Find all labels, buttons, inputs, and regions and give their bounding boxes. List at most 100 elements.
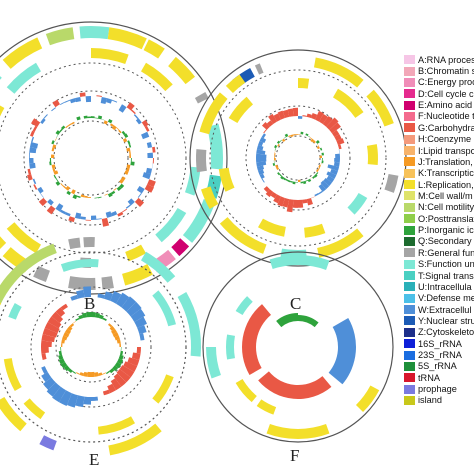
gc-skew-bar: [263, 186, 270, 193]
gc-skew-bar: [326, 117, 339, 130]
gc-skew-bar: [75, 395, 85, 408]
gc-content-bar: [61, 339, 65, 344]
legend-swatch: [404, 339, 415, 349]
gc-skew-bar: [43, 114, 48, 119]
gc-content-bar: [91, 371, 95, 378]
gc-skew-bar: [64, 212, 71, 217]
gc-skew-bar: [306, 113, 313, 119]
gc-skew-bar: [46, 205, 56, 215]
gc-content-bar: [109, 325, 115, 331]
gc-content-bar: [76, 116, 81, 121]
legend-item: L:Replication,: [404, 179, 474, 190]
legend-label: N:Cell motility: [418, 202, 474, 213]
gc-skew-bar: [66, 393, 79, 408]
gc-skew-bar: [277, 196, 286, 207]
legend-swatch: [404, 327, 415, 337]
gene-block: [91, 48, 129, 65]
gc-skew-bar: [136, 347, 141, 354]
gc-skew-bar: [319, 113, 328, 125]
gc-content-bar: [315, 172, 319, 175]
legend-label: 5S_rRNA: [418, 361, 457, 372]
gene-block: [141, 251, 176, 283]
legend-swatch: [404, 191, 415, 201]
legend-swatch: [404, 293, 415, 303]
gc-skew-bar: [117, 211, 124, 217]
gc-content-bar: [87, 197, 91, 198]
gc-skew-bar: [40, 118, 46, 125]
gc-content-bar: [280, 175, 284, 180]
legend-label: D:Cell cycle c: [418, 88, 474, 99]
gene-block: [0, 243, 57, 306]
gc-skew-bar: [96, 95, 102, 97]
legend-label: P:Inorganic ic: [418, 225, 474, 236]
gc-skew-bar: [326, 175, 335, 183]
gc-skew-bar: [113, 373, 127, 387]
gc-skew-bar: [261, 133, 266, 139]
gene-block: [8, 303, 22, 320]
gc-skew-bar: [37, 186, 44, 194]
gc-content-bar: [281, 138, 286, 143]
legend-item: tRNA: [404, 372, 474, 383]
gc-skew-bar: [103, 291, 114, 301]
legend-swatch: [404, 305, 415, 315]
gc-skew-bar: [258, 140, 264, 147]
legend-swatch: [404, 89, 415, 99]
legend-swatch: [404, 373, 415, 383]
gc-content-bar: [293, 134, 296, 136]
gc-skew-bar: [256, 158, 267, 163]
gc-content-bar: [110, 123, 114, 127]
legend-item: V:Defense me: [404, 293, 474, 304]
legend-swatch: [404, 395, 415, 405]
gc-content-bar: [300, 181, 304, 184]
gc-skew-bar: [265, 189, 274, 198]
gc-content-bar: [49, 161, 52, 166]
gc-content-bar: [98, 314, 104, 320]
gc-skew-bar: [74, 96, 81, 103]
gc-content-bar: [307, 135, 311, 138]
gc-skew-bar: [91, 396, 99, 401]
gc-skew-bar: [277, 110, 286, 120]
legend-swatch: [404, 259, 415, 269]
legend-item: 5S_rRNA: [404, 361, 474, 372]
gc-content-bar: [113, 187, 117, 191]
gc-content-bar: [316, 146, 320, 150]
gc-skew-bar: [292, 107, 298, 117]
gc-content-bar: [284, 133, 289, 138]
gene-block: [125, 244, 146, 262]
gene-block: [235, 379, 257, 403]
legend-label: prophage: [418, 384, 457, 395]
cog-category-legend: A:RNA proces B:Chromatin s C:Energy proc D:…: [404, 54, 474, 406]
gc-skew-bar: [74, 212, 82, 220]
legend-item: G:Carbohydra: [404, 122, 474, 133]
gc-skew-bar: [60, 303, 68, 311]
gc-content-bar: [75, 317, 80, 322]
gc-skew-bar: [101, 217, 110, 227]
legend-label: H:Coenzyme: [418, 134, 472, 145]
gc-content-bar: [312, 175, 316, 179]
gc-content-bar: [62, 185, 67, 189]
gc-skew-bar: [127, 357, 140, 367]
gc-content-bar: [60, 125, 66, 130]
gc-content-bar: [58, 350, 63, 356]
legend-label: K:Transcriptic: [418, 168, 474, 179]
gc-content-bar: [126, 164, 131, 169]
legend-swatch: [404, 282, 415, 292]
gene-block: [225, 74, 246, 93]
gene-block: [168, 56, 196, 85]
gene-block: [155, 208, 187, 243]
gc-skew-bar: [31, 136, 35, 143]
gc-skew-bar: [52, 386, 66, 403]
gc-content-bar: [52, 144, 57, 149]
legend-label: T:Signal trans: [418, 270, 474, 281]
gc-skew-bar: [111, 99, 118, 103]
gc-skew-bar: [107, 383, 116, 394]
gc-content-bar: [98, 372, 103, 376]
gc-content-bar: [298, 134, 301, 135]
gc-content-bar: [67, 368, 73, 374]
gc-content-bar: [312, 140, 316, 144]
gc-content-bar: [114, 335, 120, 341]
gc-content-bar: [279, 174, 282, 177]
gc-content-bar: [122, 138, 128, 143]
legend-swatch: [404, 66, 415, 76]
gene-block: [317, 228, 364, 258]
